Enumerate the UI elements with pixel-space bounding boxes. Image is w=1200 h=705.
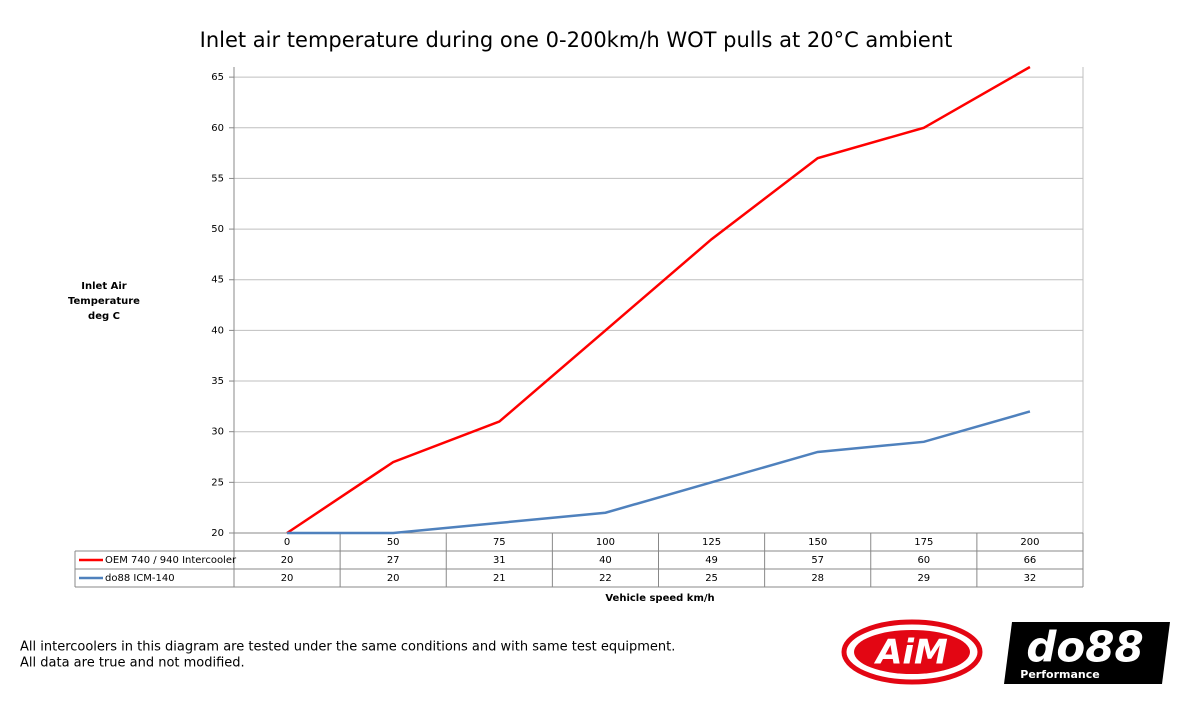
y-axis-label: Temperature [68,296,140,307]
logo-box [1004,622,1170,684]
table-value: 66 [1024,555,1037,566]
y-tick-label: 40 [211,325,224,336]
table-value: 57 [811,555,824,566]
logo-text: do88 [1026,623,1143,672]
chart-title: Inlet air temperature during one 0-200km… [200,28,953,52]
table-value: 40 [599,555,612,566]
table-value: 25 [705,573,718,584]
y-tick-label: 50 [211,224,224,235]
x-tick-label: 50 [387,537,400,548]
y-axis-label: deg C [88,311,120,322]
table-value: 28 [811,573,824,584]
x-tick-label: 175 [914,537,933,548]
table-value: 31 [493,555,506,566]
x-tick-label: 125 [702,537,721,548]
y-tick-label: 25 [211,477,224,488]
footnote: All intercoolers in this diagram are tes… [20,640,675,655]
y-tick-label: 35 [211,376,224,387]
table-value: 29 [917,573,930,584]
legend-label: do88 ICM-140 [105,573,175,584]
logo-ring [841,619,983,685]
table-value: 20 [281,555,294,566]
x-axis-label: Vehicle speed km/h [605,593,714,604]
y-axis-label: Inlet Air [81,281,126,292]
table-value: 27 [387,555,400,566]
table-value: 20 [281,573,294,584]
do88-logo: do88 Performance [1004,622,1170,684]
y-tick-label: 65 [211,72,224,83]
table-value: 22 [599,573,612,584]
x-tick-label: 75 [493,537,506,548]
table-value: 32 [1024,573,1037,584]
y-tick-label: 45 [211,275,224,286]
y-tick-label: 60 [211,123,224,134]
legend-label: OEM 740 / 940 Intercooler [105,555,237,566]
x-tick-label: 200 [1020,537,1039,548]
logo-subtext: Performance [1020,668,1099,681]
table-value: 49 [705,555,718,566]
y-tick-label: 55 [211,173,224,184]
y-tick-label: 30 [211,427,224,438]
x-tick-label: 150 [808,537,827,548]
aim-logo: AiM [841,619,983,685]
x-tick-label: 0 [284,537,290,548]
x-tick-label: 100 [596,537,615,548]
series-line [286,65,1031,535]
series-line [287,410,1031,535]
table-value: 21 [493,573,506,584]
logo-fill [854,630,970,674]
logo-text: AiM [873,633,948,673]
table-value: 20 [387,573,400,584]
footnote: All data are true and not modified. [20,656,245,671]
table-value: 60 [917,555,930,566]
y-tick-label: 20 [211,528,224,539]
